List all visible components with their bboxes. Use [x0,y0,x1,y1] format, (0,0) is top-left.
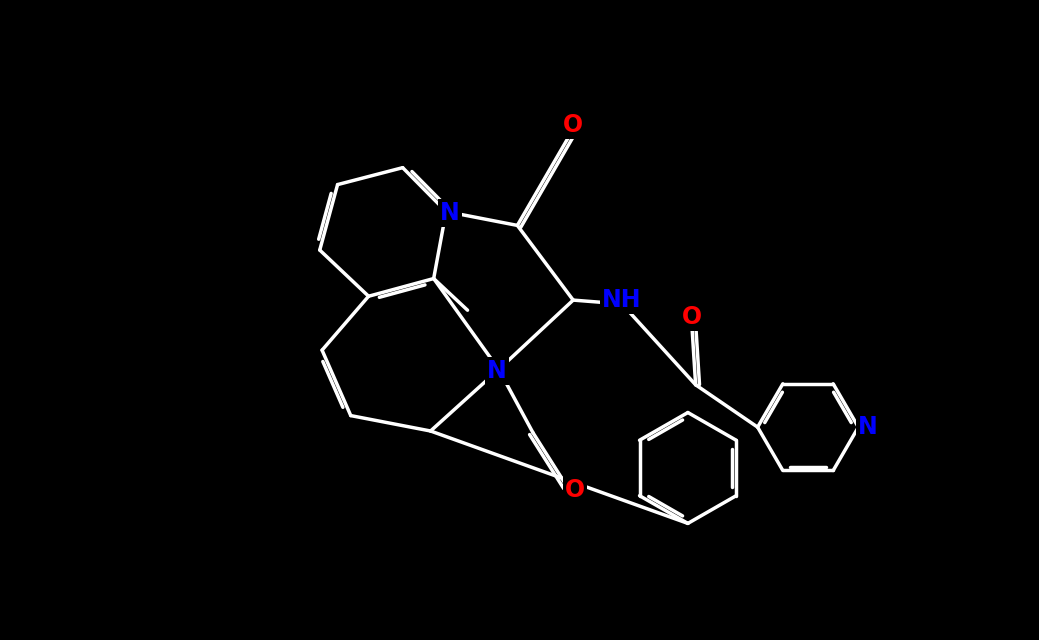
Text: N: N [441,201,460,225]
Text: N: N [487,359,507,383]
Text: NH: NH [603,288,642,312]
Text: O: O [682,305,701,329]
Text: O: O [563,113,583,138]
Text: O: O [564,478,585,502]
Text: N: N [858,415,878,439]
